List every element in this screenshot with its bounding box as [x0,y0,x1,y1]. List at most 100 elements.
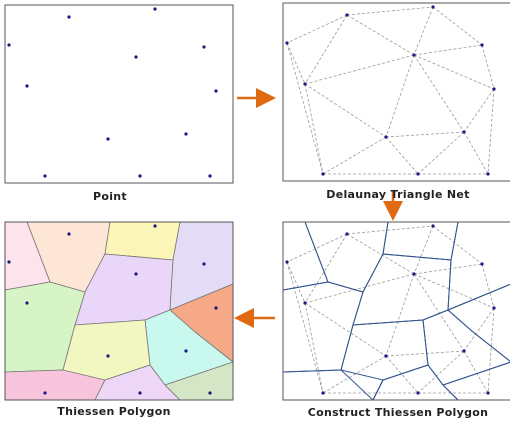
point [480,262,484,266]
triangle-edge [413,263,483,275]
point [25,301,29,305]
point [67,232,71,236]
thiessen-panel [4,221,234,401]
panel-frame [282,2,510,182]
point [106,354,110,358]
triangle-edge [417,131,465,175]
panel-frame [4,221,234,401]
point [202,262,206,266]
point [214,89,218,93]
triangle-edge [304,302,387,357]
panel-label: Delaunay Triangle Net [326,188,469,201]
triangle-edge [481,263,495,309]
point [303,301,307,305]
construct-panel [282,221,510,401]
point [303,82,307,86]
triangle-edge [346,6,434,16]
triangle-edge [413,54,465,133]
point [184,132,188,136]
triangle-edge [286,14,348,44]
point [138,174,142,178]
triangle-edge [432,6,483,46]
triangle-edge [286,233,348,263]
triangle-edge [413,44,483,56]
triangle-edge [385,273,415,357]
triangle-edge [385,355,419,394]
point [285,41,289,45]
panel-bg [283,222,510,400]
triangle-edge [322,136,387,175]
point [431,224,435,228]
point [184,349,188,353]
point [134,55,138,59]
triangle-edge [286,42,306,85]
point [321,172,325,176]
triangle-edge [481,44,495,90]
point [462,130,466,134]
triangle-edge [346,225,434,235]
triangle-edge [487,307,495,394]
triangle-edge [417,350,465,394]
triangle-edge [304,83,387,138]
triangle-edge [463,88,495,133]
point [492,306,496,310]
point [384,354,388,358]
triangle-edge [413,6,434,56]
panel-bg [5,5,233,183]
point [345,232,349,236]
triangle-edge [413,225,434,275]
triangle-edge [463,131,489,175]
point [480,43,484,47]
point [492,87,496,91]
point [462,349,466,353]
point [486,172,490,176]
triangle-edge [463,350,489,394]
triangle-edge [304,83,324,175]
triangle-edge [385,54,415,138]
panel-frame [4,4,234,184]
triangle-edge [346,14,415,56]
triangle-edge [413,273,495,309]
triangle-edge [432,225,483,265]
point [43,174,47,178]
point [134,272,138,276]
triangle-edge [322,355,387,394]
thiessen-cell [104,221,181,261]
point [208,174,212,178]
triangle-edge [346,233,415,275]
point [202,45,206,49]
point [43,391,47,395]
triangle-edge [413,273,465,352]
point [208,391,212,395]
point [138,391,142,395]
point [7,260,11,264]
triangle-edge [385,136,419,175]
triangle-edge [286,261,306,304]
triangle-edge [304,302,324,394]
triangle-edge [385,131,465,138]
point [412,53,416,57]
triangle-edge [304,273,415,304]
point [214,306,218,310]
panel-label: Thiessen Polygon [57,405,170,418]
point [486,391,490,395]
point [345,13,349,17]
point-panel [4,4,234,184]
point [384,135,388,139]
triangle-edge [487,88,495,175]
triangle-edge [286,261,324,394]
triangle-edge [286,42,324,175]
point [67,15,71,19]
point [25,84,29,88]
panel-label: Point [93,190,127,203]
point [153,224,157,228]
point [106,137,110,141]
point [416,391,420,395]
triangle-edge [304,14,348,85]
triangle-edge [385,350,465,357]
panel-frame [282,221,510,401]
panel-bg [283,3,510,181]
panel-label: Construct Thiessen Polygon [308,406,489,419]
delaunay-panel [282,2,510,182]
